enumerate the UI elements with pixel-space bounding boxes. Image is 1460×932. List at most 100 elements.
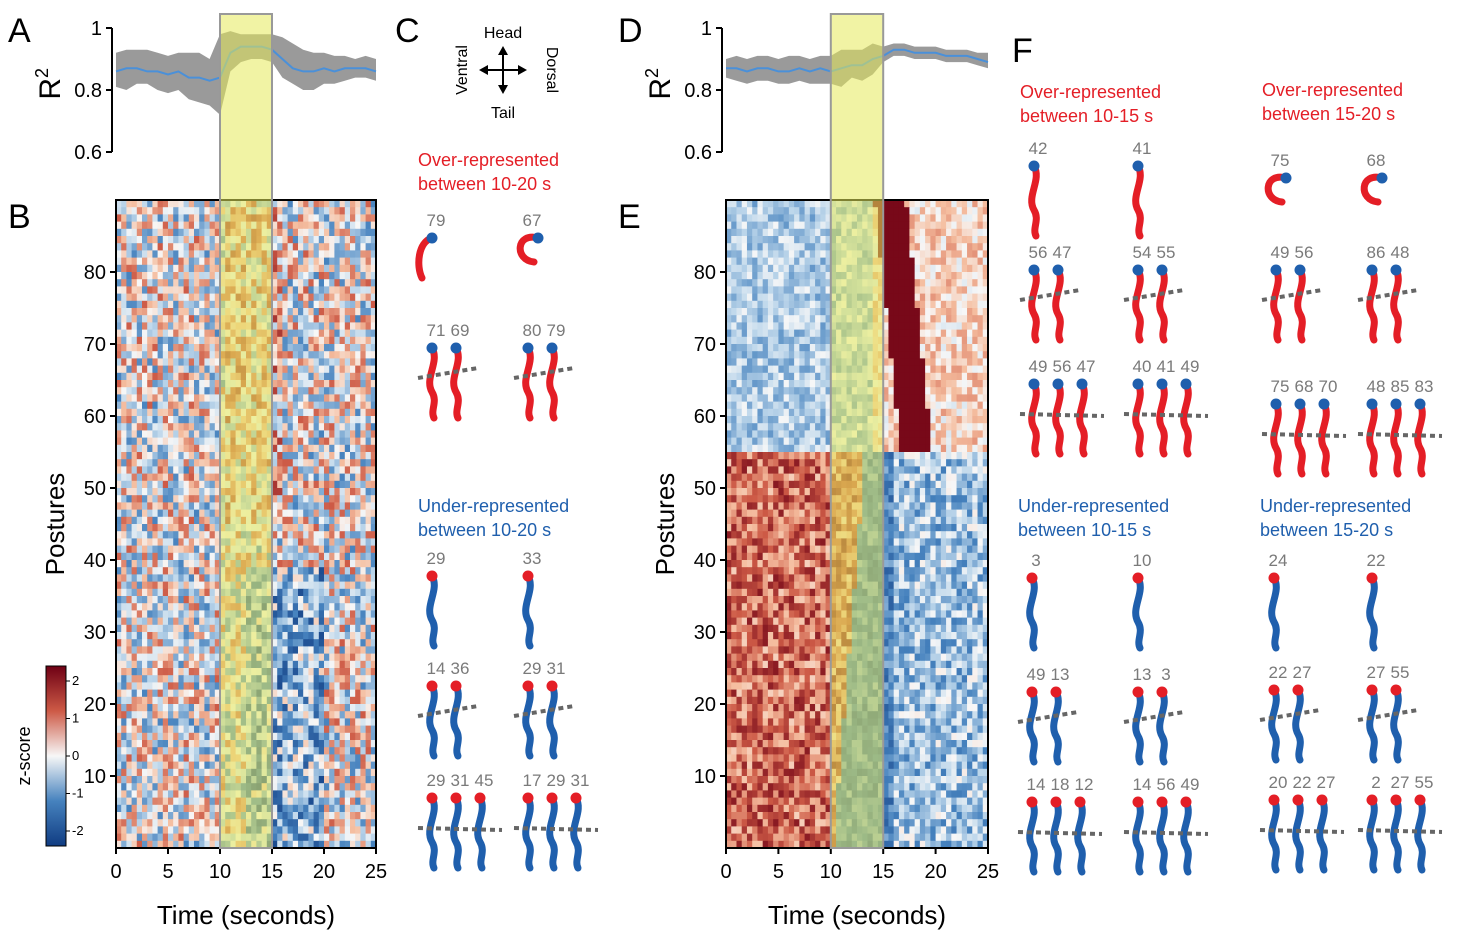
heat-cell [287,516,294,525]
heat-cell [360,329,366,338]
heat-cell [752,250,758,258]
heat-cell [282,221,288,230]
heat-cell [355,358,361,366]
heat-cell [303,250,309,258]
heat-cell [142,675,148,683]
heat-cell [204,632,210,640]
heat-cell [925,250,931,258]
heat-cell [303,387,309,395]
heat-cell [142,761,148,770]
heat-cell [199,653,205,662]
heat-cell [214,480,221,489]
heat-cell [131,768,138,777]
heat-cell [292,380,299,388]
heat-cell [334,250,340,258]
heat-cell [365,596,372,604]
heat-cell [287,581,294,590]
heat-cell [982,250,989,258]
heat-cell [360,596,366,604]
heat-cell [344,610,351,618]
heat-cell [204,682,210,690]
heat-cell [121,207,127,215]
heat-cell [313,214,320,222]
heat-cell [188,610,195,618]
heat-cell [298,718,304,726]
heat-cell [168,768,174,777]
heat-cell [188,826,195,834]
heat-cell [355,689,361,698]
heat-cell [726,250,732,258]
heat-cell [178,264,184,273]
heat-cell [157,200,164,208]
heat-cell [318,617,325,626]
heat-cell [365,200,372,208]
heat-cell [355,524,361,532]
heat-cell [355,560,361,568]
heat-cell [303,581,309,590]
heat-cell [298,783,304,791]
panel-letter-a: A [8,12,31,50]
heat-cell [324,668,330,676]
heat-cell [344,250,351,258]
heat-cell [173,214,179,222]
heat-cell [329,704,335,712]
heat-cell [272,740,278,748]
heat-cell [961,214,968,222]
heat-cell [152,452,158,460]
heat-cell [199,380,205,388]
x-tick-label: 0 [110,861,121,883]
heat-cell [116,351,122,359]
heat-cell [173,401,179,410]
heat-cell [136,704,143,712]
heat-cell [178,567,184,575]
heat-cell [188,790,195,798]
heat-cell [370,250,377,258]
heat-cell [126,646,132,654]
heat-cell [825,221,832,230]
heat-cell [194,812,200,820]
heat-cell [116,617,122,626]
heat-cell [126,783,132,791]
heat-cell [914,214,921,222]
heat-cell [344,466,351,474]
heat-cell [194,790,200,798]
heat-cell [883,214,889,222]
heat-cell [292,797,299,806]
heat-cell [173,783,179,791]
heat-cell [370,718,377,726]
heat-cell [355,826,361,834]
heat-cell [313,336,320,345]
heat-cell [778,207,785,215]
heat-cell [136,574,143,582]
heat-cell [209,668,216,676]
heat-cell [977,228,984,237]
heat-cell [272,545,278,554]
heat-cell [324,653,330,662]
heat-cell [168,401,174,410]
heat-cell [350,207,356,215]
heat-cell [287,495,294,503]
heat-cell [168,416,174,424]
heat-cell [147,682,153,690]
heat-cell [298,560,304,568]
heat-cell [272,279,278,287]
heat-cell [126,452,132,460]
heat-cell [142,560,148,568]
heat-cell [157,639,164,647]
heat-cell [126,740,132,748]
heat-cell [168,653,174,662]
heat-cell [360,545,366,554]
heat-cell [142,617,148,626]
heat-cell [736,257,743,266]
heat-cell [287,660,294,669]
heat-cell [350,408,356,417]
heat-cell [339,617,346,626]
heat-cell [173,646,179,654]
heat-cell [183,516,190,525]
heat-cell [355,351,361,359]
heat-cell [277,747,283,755]
heat-cell [136,660,143,669]
heat-cell [329,567,335,575]
heat-cell [173,740,179,748]
heat-cell [909,250,916,258]
